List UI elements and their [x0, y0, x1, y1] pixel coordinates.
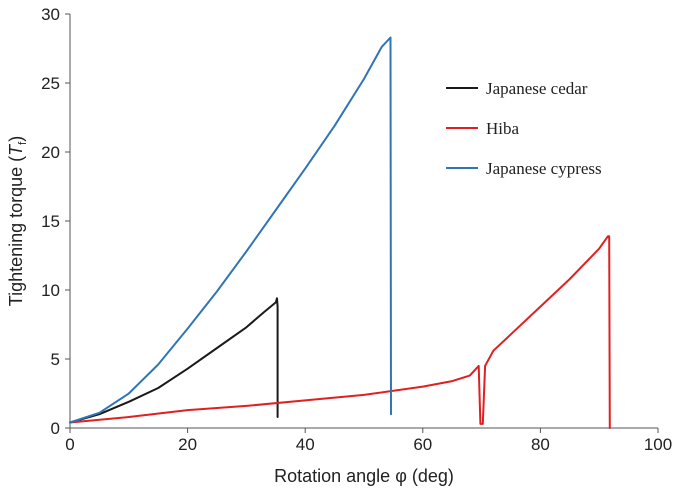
legend-label: Japanese cypress: [486, 159, 602, 178]
series-layer: [69, 36, 611, 429]
series-line-japanese-cypress: [69, 36, 392, 424]
legend: Japanese cedar Hiba Japanese cypress: [446, 79, 602, 178]
y-tick-label: 0: [51, 419, 60, 438]
x-axis-title: Rotation angle φ (deg): [274, 466, 454, 486]
legend-label: Hiba: [486, 119, 520, 138]
y-tick-label: 30: [41, 5, 60, 24]
legend-label: Japanese cedar: [486, 79, 588, 98]
x-tick-label: 100: [644, 435, 672, 454]
y-tick-label: 5: [51, 350, 60, 369]
y-tick-label: 15: [41, 212, 60, 231]
x-tick-label: 0: [65, 435, 74, 454]
axis-titles: Rotation angle φ (deg) Tightening torque …: [6, 136, 454, 486]
x-tick-label: 60: [413, 435, 432, 454]
y-tick-label: 20: [41, 143, 60, 162]
series-line-japanese-cedar: [69, 297, 279, 424]
y-tick-label: 25: [41, 74, 60, 93]
x-tick-label: 80: [531, 435, 550, 454]
y-tick-label: 10: [41, 281, 60, 300]
x-tick-label: 40: [296, 435, 315, 454]
axes: 0 20 40 60 80 100 0 5 10 15 20 25 30: [41, 5, 672, 454]
series-line-hiba: [69, 235, 611, 429]
y-axis-title: Tightening torque (Tf): [6, 136, 29, 307]
x-tick-label: 20: [178, 435, 197, 454]
